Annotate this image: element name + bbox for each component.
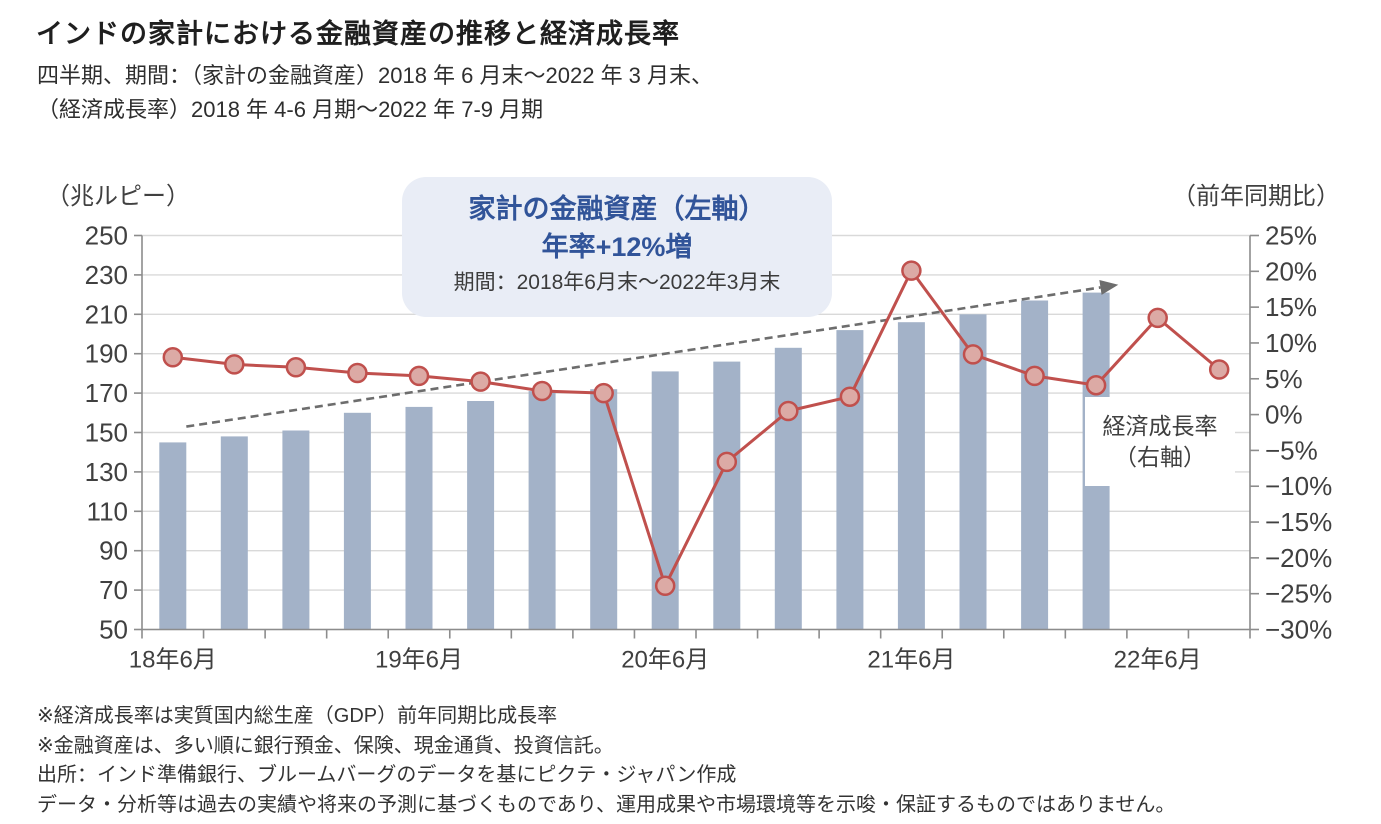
growth-line-series xyxy=(162,260,1230,597)
bar-series xyxy=(159,292,1110,630)
bar xyxy=(220,436,248,630)
bar xyxy=(1021,300,1049,630)
bar xyxy=(343,412,371,630)
line-marker xyxy=(1085,374,1107,396)
annotation-growth-rate: 年率+12%増 xyxy=(541,232,693,262)
bar xyxy=(159,442,187,630)
annotation-callout: 家計の金融資産（左軸） 年率+12%増 期間：2018年6月末～2022年3月末 xyxy=(402,177,832,317)
line-series-label: 経済成長率 （右軸） xyxy=(1085,397,1235,486)
axis-tick-labels: 50 70 90 110 130 150 170 190 210 230 250 25% 20% 15% 1… xyxy=(85,221,1333,674)
left-tick-label: 130 xyxy=(85,457,128,487)
bar xyxy=(282,430,310,630)
bar xyxy=(713,361,741,630)
bar xyxy=(897,322,925,630)
right-tick-label: −20% xyxy=(1265,543,1332,573)
footnote-assets: ※金融資産は、多い順に銀行預金、保険、現金通貨、投資信託。 xyxy=(37,734,614,757)
x-tick-label: 19年6月 xyxy=(375,647,463,674)
chart-subtitle-line1: 四半期、期間：（家計の金融資産）2018 年 6 月末～2022 年 3 月末、 xyxy=(37,63,714,88)
line-marker xyxy=(1208,359,1230,380)
right-tick-label: −5% xyxy=(1265,435,1318,465)
left-tick-label: 90 xyxy=(99,536,128,566)
line-marker xyxy=(1147,307,1168,329)
right-tick-label: 25% xyxy=(1265,221,1317,251)
page-title: インドの家計における金融資産の推移と経済成長率 xyxy=(36,19,680,49)
trend-arrow xyxy=(186,280,1119,428)
footnote-gdp: ※経済成長率は実質国内総生産（GDP）前年同期比成長率 xyxy=(37,705,558,727)
annotation-title: 家計の金融資産（左軸） xyxy=(468,194,766,224)
line-marker xyxy=(285,357,307,378)
line-marker xyxy=(901,260,922,281)
left-axis-title: （兆ルピー） xyxy=(46,183,190,210)
line-marker xyxy=(531,380,553,402)
chart-subtitle-line2: （経済成長率）2018 年 4-6 月期～2022 年 7-9 月期 xyxy=(37,97,544,122)
svg-text:（右軸）: （右軸） xyxy=(1114,444,1206,470)
right-tick-label: 0% xyxy=(1265,400,1303,430)
left-tick-label: 170 xyxy=(85,378,128,408)
x-tick-label: 18年6月 xyxy=(129,647,217,674)
line-marker xyxy=(224,354,245,375)
left-tick-label: 150 xyxy=(85,418,128,448)
left-tick-label: 50 xyxy=(99,615,128,645)
right-tick-label: 20% xyxy=(1265,256,1317,286)
left-tick-label: 70 xyxy=(99,575,128,605)
line-marker xyxy=(408,365,430,387)
bar xyxy=(959,314,987,630)
right-tick-label: −25% xyxy=(1265,579,1332,609)
svg-text:経済成長率: 経済成長率 xyxy=(1103,413,1218,439)
right-tick-label: −15% xyxy=(1265,507,1332,537)
left-tick-label: 230 xyxy=(85,260,128,290)
line-marker xyxy=(470,371,491,392)
bar xyxy=(528,391,556,630)
line-marker xyxy=(654,575,676,597)
left-tick-label: 250 xyxy=(85,221,128,251)
x-tick-label: 22年6月 xyxy=(1114,647,1202,674)
right-tick-label: 15% xyxy=(1265,292,1317,322)
right-tick-label: 5% xyxy=(1265,364,1303,394)
footnotes: ※経済成長率は実質国内総生産（GDP）前年同期比成長率 ※金融資産は、多い順に銀… xyxy=(37,702,1175,820)
line-marker xyxy=(347,362,368,384)
line-marker xyxy=(962,344,984,365)
bar xyxy=(774,347,802,630)
line-marker xyxy=(1024,365,1045,387)
x-tick-label: 21年6月 xyxy=(867,647,955,674)
line-marker xyxy=(716,451,738,473)
left-tick-label: 190 xyxy=(85,339,128,369)
line-marker xyxy=(593,382,614,404)
bar xyxy=(590,389,618,630)
footnote-source: 出所：インド準備銀行、ブルームバーグのデータを基にピクテ・ジャパン作成 xyxy=(37,764,737,786)
right-axis-title: （前年同期比） xyxy=(1172,183,1340,210)
right-tick-label: −10% xyxy=(1265,471,1332,501)
arrow-head-icon xyxy=(1099,280,1119,295)
line-marker xyxy=(162,347,184,368)
bar xyxy=(405,406,433,630)
bar xyxy=(467,401,495,630)
line-marker xyxy=(778,400,799,422)
x-tick-label: 20年6月 xyxy=(621,647,709,674)
footnote-disclaimer: データ・分析等は過去の実績や将来の予測に基づくものであり、運用成果や市場環境等を… xyxy=(37,793,1176,816)
line-marker xyxy=(839,386,861,407)
right-tick-label: 10% xyxy=(1265,328,1317,358)
left-tick-label: 110 xyxy=(87,496,128,526)
left-tick-label: 210 xyxy=(85,299,128,329)
axes xyxy=(134,234,1259,639)
right-tick-label: −30% xyxy=(1265,615,1332,645)
annotation-period: 期間：2018年6月末～2022年3月末 xyxy=(453,271,781,294)
